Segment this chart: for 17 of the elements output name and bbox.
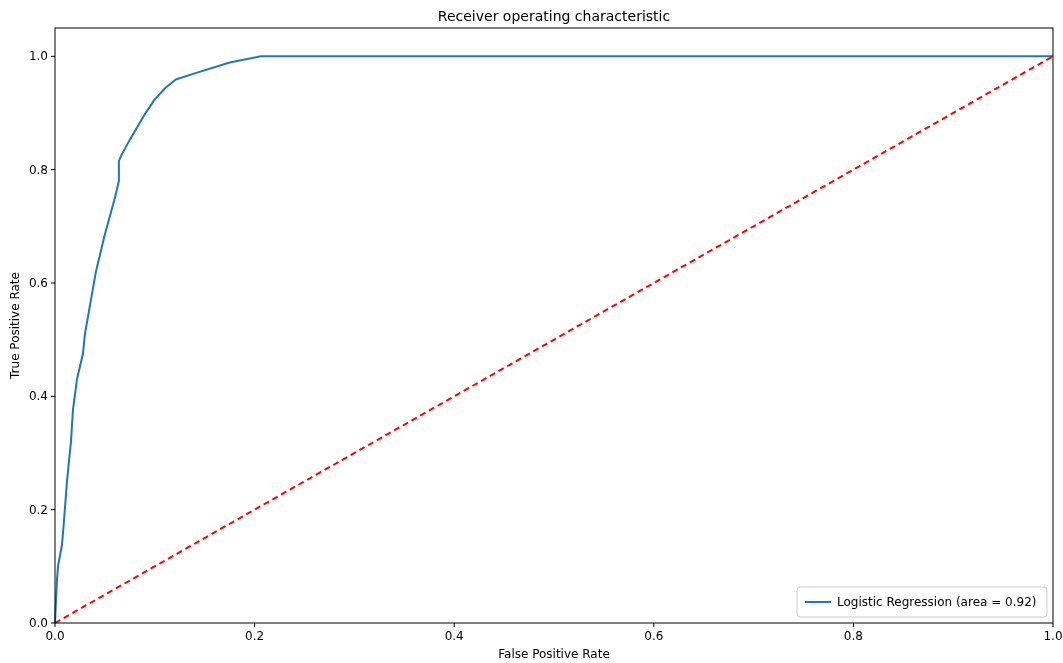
chart-title: Receiver operating characteristic xyxy=(437,8,671,24)
y-axis-title: True Positive Rate xyxy=(8,272,22,380)
y-tick-label: 0.0 xyxy=(28,616,48,630)
line-series xyxy=(54,55,1054,624)
x-tick-label: 0.4 xyxy=(444,629,464,643)
x-tick-label: 0.6 xyxy=(644,629,664,643)
x-tick-label: 1.0 xyxy=(1043,629,1063,643)
y-tick-label: 0.6 xyxy=(28,276,48,290)
x-tick-label: 0.0 xyxy=(45,629,65,643)
y-tick-label: 0.2 xyxy=(28,502,48,517)
y-tick-label: 1.0 xyxy=(28,49,48,64)
x-tick-label: 0.2 xyxy=(245,629,265,643)
y-tick-label: 0.8 xyxy=(28,162,48,177)
x-tick-label: 0.8 xyxy=(843,629,863,643)
legend-label: Logistic Regression (area = 0.92) xyxy=(837,595,1037,609)
y-tick-label: 0.4 xyxy=(28,389,48,404)
x-axis-title: False Positive Rate xyxy=(498,647,610,661)
